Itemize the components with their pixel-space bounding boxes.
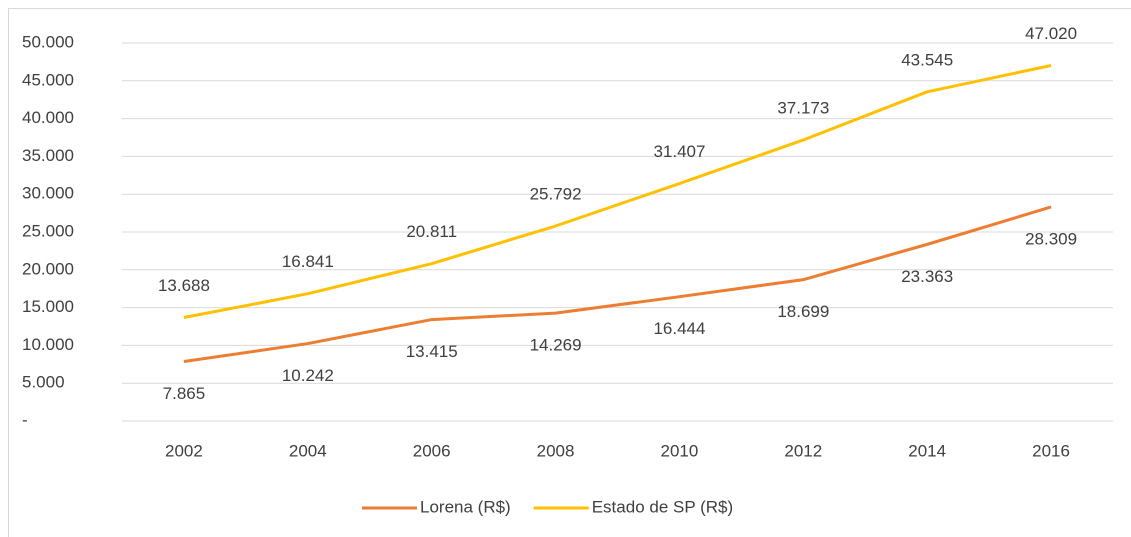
x-tick-label: 2008 xyxy=(537,441,575,460)
x-tick-label: 2004 xyxy=(289,441,327,460)
data-label: 28.309 xyxy=(1025,229,1077,248)
data-label: 37.173 xyxy=(777,98,829,117)
data-label: 31.407 xyxy=(653,142,705,161)
data-label: 18.699 xyxy=(777,302,829,321)
data-label: 47.020 xyxy=(1025,24,1077,43)
y-tick-label: 10.000 xyxy=(22,335,74,354)
data-label: 13.415 xyxy=(406,342,458,361)
data-label: 16.444 xyxy=(653,319,705,338)
y-tick-label: 5.000 xyxy=(22,373,65,392)
x-tick-label: 2010 xyxy=(661,441,699,460)
data-label: 10.242 xyxy=(282,366,334,385)
data-label: 13.688 xyxy=(158,276,210,295)
y-tick-label: 20.000 xyxy=(22,259,74,278)
data-label: 14.269 xyxy=(530,336,582,355)
data-label: 25.792 xyxy=(530,184,582,203)
legend-label: Lorena (R$) xyxy=(420,497,511,516)
y-tick-label: 45.000 xyxy=(22,70,74,89)
y-tick-label: 25.000 xyxy=(22,221,74,240)
x-tick-label: 2002 xyxy=(165,441,203,460)
y-tick-label: 40.000 xyxy=(22,108,74,127)
x-tick-label: 2006 xyxy=(413,441,451,460)
y-tick-label: - xyxy=(22,410,28,429)
line xyxy=(183,205,1052,364)
x-tick-label: 2016 xyxy=(1032,441,1070,460)
y-tick-label: 35.000 xyxy=(22,146,74,165)
data-label: 7.865 xyxy=(163,384,206,403)
y-tick-label: 15.000 xyxy=(22,297,74,316)
data-label: 43.545 xyxy=(901,50,953,69)
y-tick-label: 30.000 xyxy=(22,184,74,203)
line xyxy=(183,64,1052,319)
data-label: 16.841 xyxy=(282,252,334,271)
data-label: 23.363 xyxy=(901,267,953,286)
chart-border xyxy=(8,8,1131,537)
legend-label: Estado de SP (R$) xyxy=(592,497,733,516)
y-tick-label: 50.000 xyxy=(22,32,74,51)
x-tick-label: 2012 xyxy=(784,441,822,460)
data-label: 20.811 xyxy=(406,222,457,241)
x-tick-label: 2014 xyxy=(908,441,946,460)
